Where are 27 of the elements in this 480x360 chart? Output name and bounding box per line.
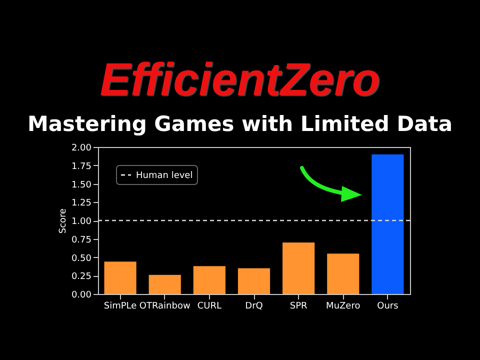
bar — [282, 242, 315, 294]
x-tick-label: OTRainbow — [139, 302, 190, 312]
chart-title: EfficientZero — [98, 52, 382, 106]
y-axis-title: Score — [58, 208, 68, 234]
x-tick-label: SimPLe — [104, 302, 138, 312]
y-tick-label: 0.25 — [71, 272, 92, 282]
chart-subtitle: Mastering Games with Limited Data — [26, 111, 454, 138]
x-tick-label: MuZero — [326, 302, 361, 312]
bar — [104, 262, 136, 294]
y-tick-label: 1.25 — [71, 198, 92, 209]
bar — [238, 268, 270, 294]
bar — [148, 274, 181, 294]
y-tick-label: 0.75 — [71, 235, 92, 246]
y-tick-label: 1.50 — [71, 180, 92, 190]
bar — [327, 254, 360, 294]
x-tick-label: CURL — [197, 302, 222, 312]
y-tick-label: 0.00 — [71, 290, 92, 300]
x-tick-label: DrQ — [245, 302, 263, 312]
y-tick-label: 1.75 — [71, 162, 92, 172]
bar — [372, 154, 404, 294]
bar — [193, 266, 226, 294]
x-tick-label: SPR — [290, 302, 308, 312]
x-tick-label: Ours — [377, 302, 399, 312]
y-tick-label: 0.50 — [71, 254, 92, 264]
legend-label: Human level — [136, 171, 193, 181]
y-tick-label: 2.00 — [71, 144, 92, 154]
y-tick-label: 1.00 — [71, 217, 92, 227]
